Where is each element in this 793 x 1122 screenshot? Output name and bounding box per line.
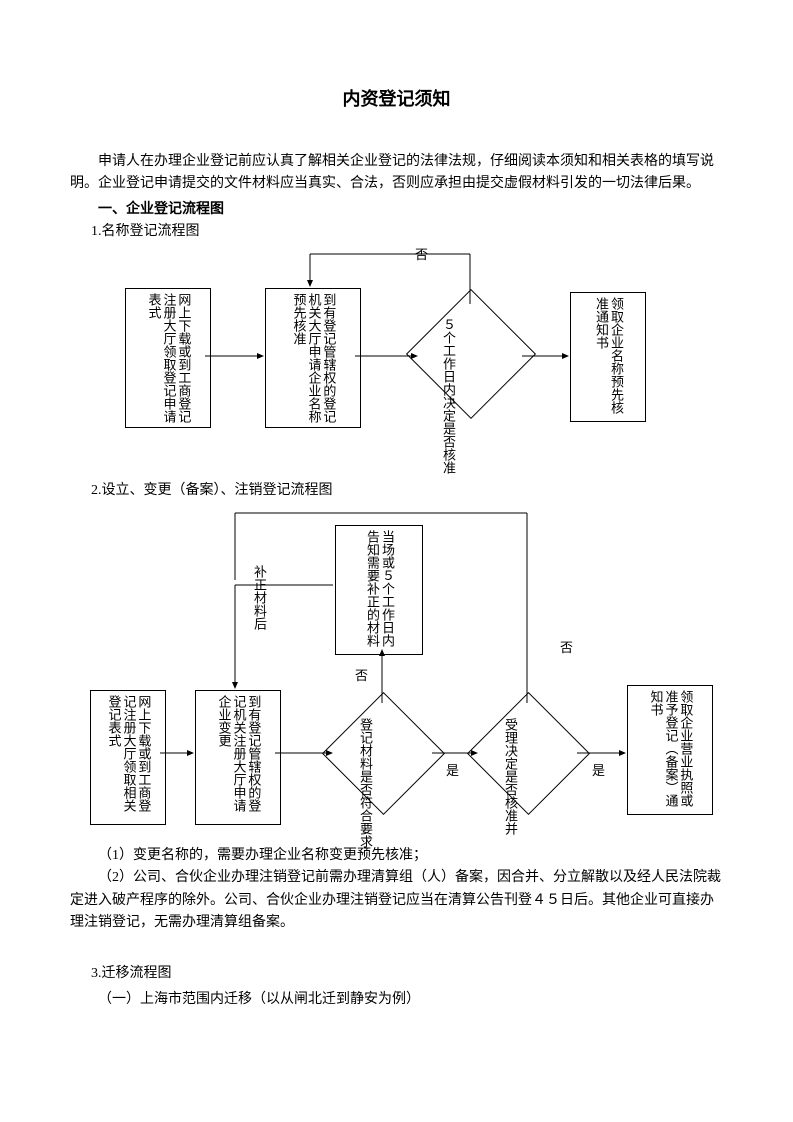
flow1-box4: 领取企业名称预先核准通知书 <box>593 297 623 417</box>
label-no-1: 否 <box>355 665 368 684</box>
sub-1-header: 1.名称登记流程图 <box>70 220 723 240</box>
note-1: （1）变更名称的，需要办理企业名称变更预先核准； <box>70 845 723 867</box>
sub-2-header: 2.设立、变更（备案）、注销登记流程图 <box>70 479 723 499</box>
sub-3-header: 3.迁移流程图 <box>70 962 723 982</box>
flow1-box1: 网上下载或到工商登记注册大厅领取登记申请表式 <box>146 293 191 423</box>
flow2-box3: 当场或５个工作日内告知需要补正的材料 <box>364 530 394 650</box>
intro-paragraph: 申请人在办理企业登记前应认真了解相关企业登记的法律法规，仔细阅读本须知和相关表格… <box>70 151 723 196</box>
flow2-box2: 到有登记管辖权的登记机关注册大厅申请企业变更 <box>216 695 261 820</box>
name-registration-flowchart: 否 网上下载或到工商登记注册大厅领取登记申请表式 到有登记管辖权的登记机关大厅申… <box>70 246 723 461</box>
label-yes-1: 是 <box>446 760 459 779</box>
flow2-diamond2: 受理决定是否核准并 <box>502 718 517 835</box>
note-2: （2）公司、合伙企业办理注销登记前需办理清算组（人）备案，因合并、分立解散以及经… <box>70 867 723 934</box>
sub-3-1-header: （一）上海市范围内迁移（以从闸北迁到静安为例） <box>70 988 723 1008</box>
label-yes-2: 是 <box>592 760 605 779</box>
page-title: 内资登记须知 <box>70 85 723 111</box>
setup-change-cancel-flowchart: 补正材料后 当场或５个工作日内告知需要补正的材料 网上下载或到工商登记注册大厅领… <box>70 505 723 835</box>
label-no-2: 否 <box>560 637 573 656</box>
flow2-diamond1: 登记材料是否符合要求 <box>357 718 372 848</box>
label-supplement: 补正材料后 <box>250 565 269 630</box>
section-1-header: 一、企业登记流程图 <box>70 198 723 218</box>
flow1-box2: 到有登记管辖权的登记机关大厅申请企业名称预先核准 <box>291 293 336 423</box>
flow2-box1: 网上下载或到工商登记注册大厅领取相关登记表式 <box>106 695 151 820</box>
flow2-box6: 领取企业营业执照或准予登记（备案）通知书 <box>648 690 693 810</box>
flow1-diamond: ５个工作日内决定是否核准 <box>440 318 455 474</box>
label-no: 否 <box>415 244 428 263</box>
